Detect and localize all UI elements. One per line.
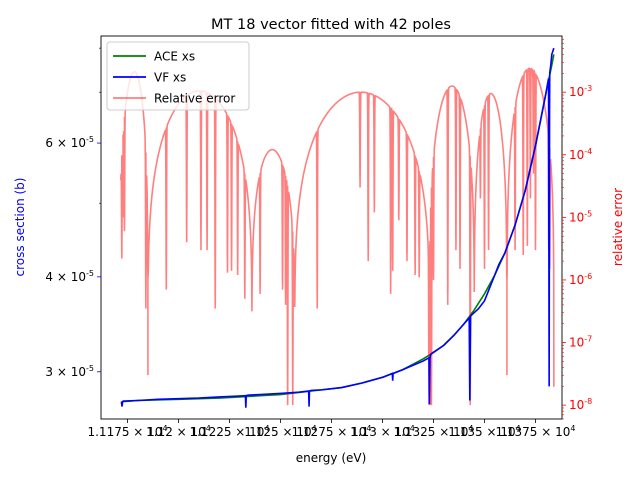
legend: ACE xs VF xs Relative error: [106, 41, 250, 111]
x-tick-label: 1.1175 × 104: [87, 424, 167, 439]
right-y-axis: 10-8 10-7 10-6 10-5 10-4 10-3: [562, 38, 592, 420]
x-tick-label: 1.1275 × 104: [291, 424, 371, 439]
left-y-tick-label: 4 × 10-5: [45, 269, 94, 284]
right-y-tick-label: 10-5: [569, 209, 592, 224]
legend-label-ace: ACE xs: [154, 50, 195, 64]
right-y-axis-label: relative error: [611, 188, 625, 266]
series-layer: [119, 47, 555, 408]
right-y-tick-label: 10-6: [569, 272, 592, 287]
x-tick-label: 1.1375 × 104: [495, 424, 575, 439]
left-y-tick-label: 6 × 10-5: [45, 135, 94, 150]
legend-box: [106, 41, 250, 111]
legend-label-vf: VF xs: [154, 71, 186, 85]
left-y-tick-label: 3 × 10-5: [45, 364, 94, 379]
right-y-tick-label: 10-8: [569, 397, 592, 412]
legend-label-relerr: Relative error: [154, 92, 235, 106]
left-y-axis-label: cross section (b): [13, 178, 27, 277]
x-tick-label: 1.1325 × 104: [393, 424, 473, 439]
x-tick-label: 1.135 × 104: [448, 424, 520, 439]
x-axis-label: energy (eV): [296, 451, 367, 465]
left-y-axis: 3 × 10-5 4 × 10-5 6 × 10-5: [45, 47, 101, 379]
series-relative-error-line: [119, 67, 555, 406]
x-tick-label: 1.1225 × 104: [189, 424, 269, 439]
right-y-tick-label: 10-4: [569, 147, 592, 162]
x-tick-label: 1.12 × 104: [146, 424, 211, 439]
chart-title: MT 18 vector fitted with 42 poles: [211, 17, 451, 33]
series-vf-xs-line: [120, 47, 555, 408]
right-y-tick-label: 10-3: [569, 84, 592, 99]
right-y-tick-label: 10-7: [569, 335, 592, 350]
x-tick-label: 1.125 × 104: [244, 424, 316, 439]
x-tick-label: 1.13 × 104: [350, 424, 415, 439]
